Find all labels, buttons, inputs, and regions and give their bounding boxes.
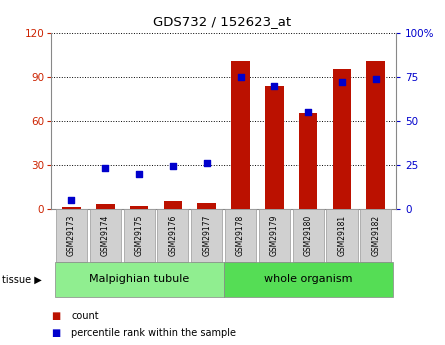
Text: ■: ■ bbox=[51, 328, 61, 338]
Point bbox=[304, 109, 311, 115]
Text: GSM29173: GSM29173 bbox=[67, 215, 76, 256]
Point bbox=[203, 160, 210, 166]
Bar bbox=[299, 114, 317, 209]
Bar bbox=[62, 207, 81, 209]
Text: GSM29179: GSM29179 bbox=[270, 215, 279, 256]
Point bbox=[338, 79, 345, 85]
Text: count: count bbox=[71, 311, 99, 321]
Bar bbox=[225, 209, 256, 262]
Bar bbox=[360, 209, 391, 262]
Bar bbox=[293, 209, 324, 262]
Bar bbox=[90, 209, 121, 262]
Text: GSM29177: GSM29177 bbox=[202, 215, 211, 256]
Text: Malpighian tubule: Malpighian tubule bbox=[89, 275, 189, 284]
Text: GSM29176: GSM29176 bbox=[168, 215, 178, 256]
Text: whole organism: whole organism bbox=[264, 275, 352, 284]
Bar bbox=[198, 203, 216, 209]
Text: GSM29182: GSM29182 bbox=[371, 215, 380, 256]
Text: GSM29178: GSM29178 bbox=[236, 215, 245, 256]
Text: GSM29181: GSM29181 bbox=[337, 215, 347, 256]
Text: GSM29175: GSM29175 bbox=[134, 215, 144, 256]
Bar bbox=[55, 262, 224, 297]
Text: percentile rank within the sample: percentile rank within the sample bbox=[71, 328, 236, 338]
Bar bbox=[56, 209, 87, 262]
Point bbox=[102, 166, 109, 171]
Point bbox=[136, 171, 143, 176]
Bar bbox=[164, 201, 182, 209]
Bar bbox=[265, 86, 283, 209]
Text: ■: ■ bbox=[51, 311, 61, 321]
Bar bbox=[333, 69, 351, 209]
Bar bbox=[224, 262, 392, 297]
Point bbox=[170, 164, 177, 169]
Bar bbox=[158, 209, 188, 262]
Point bbox=[68, 197, 75, 203]
Bar bbox=[231, 61, 250, 209]
Text: GDS732 / 152623_at: GDS732 / 152623_at bbox=[154, 16, 291, 29]
Point bbox=[372, 76, 379, 81]
Text: GSM29180: GSM29180 bbox=[303, 215, 313, 256]
Bar bbox=[326, 209, 357, 262]
Bar bbox=[96, 204, 114, 209]
Point bbox=[237, 74, 244, 79]
Bar bbox=[191, 209, 222, 262]
Text: GSM29174: GSM29174 bbox=[101, 215, 110, 256]
Bar bbox=[259, 209, 290, 262]
Point bbox=[271, 83, 278, 88]
Bar bbox=[124, 209, 155, 262]
Text: tissue ▶: tissue ▶ bbox=[2, 275, 42, 284]
Bar bbox=[367, 61, 385, 209]
Bar bbox=[130, 206, 148, 209]
